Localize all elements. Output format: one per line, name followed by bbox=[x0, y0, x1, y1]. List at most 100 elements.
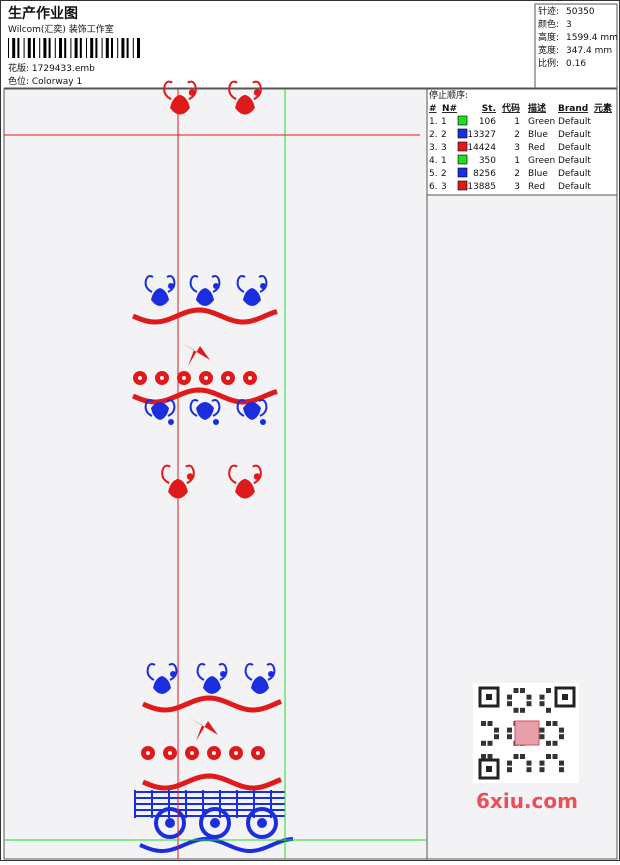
motif-flower bbox=[196, 402, 214, 420]
row-stitches: 350 bbox=[479, 156, 496, 166]
barcode bbox=[8, 38, 140, 58]
bar bbox=[8, 38, 9, 58]
row-brand: Default bbox=[558, 117, 591, 127]
qr-dot bbox=[481, 740, 486, 746]
motif-curl bbox=[244, 663, 254, 681]
row-code: 2 bbox=[514, 130, 520, 140]
finder bbox=[554, 686, 576, 708]
row-n: 2 bbox=[441, 169, 447, 179]
motif-dot bbox=[253, 473, 261, 480]
color-swatch bbox=[457, 115, 468, 126]
motif-blossom-core bbox=[168, 751, 172, 755]
finder bbox=[486, 694, 492, 700]
bar bbox=[54, 38, 56, 58]
studio: Wilcom(汇奕) 装饰工作室 bbox=[8, 23, 114, 35]
motif-leaves bbox=[188, 717, 218, 741]
bar bbox=[12, 38, 16, 58]
qr-dot bbox=[552, 721, 558, 726]
motif-curl bbox=[168, 663, 178, 681]
column-header: Brand bbox=[558, 104, 588, 114]
motif-wave bbox=[132, 387, 278, 405]
bar bbox=[126, 38, 129, 58]
motif-curl bbox=[161, 464, 171, 485]
bar bbox=[59, 38, 62, 58]
row-brand: Default bbox=[558, 143, 591, 153]
stat-label: 针迹: bbox=[538, 5, 559, 17]
qr-dot bbox=[552, 740, 558, 746]
row-n: 3 bbox=[441, 182, 447, 192]
motif-curl bbox=[252, 80, 262, 101]
motif-flower bbox=[243, 288, 261, 306]
qr-dot bbox=[494, 727, 499, 733]
design-canvas bbox=[3, 88, 428, 860]
qr-dot bbox=[546, 707, 551, 713]
motif-blossom-core bbox=[234, 751, 238, 755]
column-header: 元素 bbox=[594, 102, 612, 114]
row-num: 3. bbox=[429, 143, 438, 153]
lace-core bbox=[257, 818, 267, 828]
title: 生产作业图 bbox=[8, 5, 78, 22]
lace-core bbox=[165, 818, 175, 828]
qr-dot bbox=[513, 707, 519, 713]
bar bbox=[39, 38, 41, 58]
row-n: 1 bbox=[441, 156, 447, 166]
qr-dot bbox=[513, 688, 519, 693]
qr-dot bbox=[507, 760, 512, 766]
qr-dot bbox=[546, 740, 551, 746]
qr-dot bbox=[487, 754, 493, 759]
row-n: 2 bbox=[441, 130, 447, 140]
row-brand: Default bbox=[558, 130, 591, 140]
motif-dot bbox=[220, 671, 226, 677]
motif-blossom-core bbox=[146, 751, 150, 755]
motif-curl bbox=[166, 275, 176, 293]
stats-box bbox=[534, 3, 618, 89]
motif-curl bbox=[228, 80, 238, 101]
bar bbox=[105, 38, 109, 58]
row-desc: Red bbox=[528, 143, 545, 153]
stat-value: 1599.4 mm bbox=[566, 33, 618, 43]
bar bbox=[43, 38, 47, 58]
row-code: 1 bbox=[514, 117, 520, 127]
motif-blossom-core bbox=[204, 376, 208, 380]
motif-curl bbox=[196, 663, 206, 681]
qr-dot bbox=[507, 694, 512, 700]
qr-dot bbox=[520, 707, 525, 713]
bar bbox=[132, 38, 134, 58]
bar bbox=[79, 38, 82, 58]
qr-dot bbox=[494, 734, 499, 740]
column-header: N# bbox=[442, 104, 457, 114]
motif-dot bbox=[168, 419, 174, 425]
motif-curl bbox=[189, 399, 199, 417]
motif-curl bbox=[266, 663, 276, 681]
row-code: 3 bbox=[514, 182, 520, 192]
motif-blossom-core bbox=[226, 376, 230, 380]
row-n: 1 bbox=[441, 117, 447, 127]
bar bbox=[90, 38, 94, 58]
row-brand: Default bbox=[558, 156, 591, 166]
bar bbox=[117, 38, 119, 58]
row-code: 2 bbox=[514, 169, 520, 179]
motif-curl bbox=[189, 275, 199, 293]
bar bbox=[86, 38, 87, 58]
qr-dot bbox=[487, 740, 493, 746]
row-stitches: 13885 bbox=[467, 182, 496, 192]
qr-dot bbox=[513, 754, 519, 759]
row-desc: Red bbox=[528, 182, 545, 192]
qr-dot bbox=[526, 760, 532, 766]
qr-dot bbox=[546, 721, 551, 726]
bar bbox=[74, 38, 78, 58]
motif-flower bbox=[203, 676, 221, 694]
qr-dot bbox=[526, 694, 532, 700]
stat-value: 3 bbox=[566, 20, 572, 30]
qr-dot bbox=[559, 727, 564, 733]
qr-dot bbox=[481, 721, 486, 726]
color-swatch bbox=[457, 141, 468, 152]
motif-dot bbox=[213, 419, 219, 425]
motif-blossom-core bbox=[138, 376, 142, 380]
finder bbox=[562, 694, 568, 700]
qr-dot bbox=[507, 734, 512, 740]
finder bbox=[478, 758, 500, 780]
motif-curl bbox=[236, 399, 246, 417]
